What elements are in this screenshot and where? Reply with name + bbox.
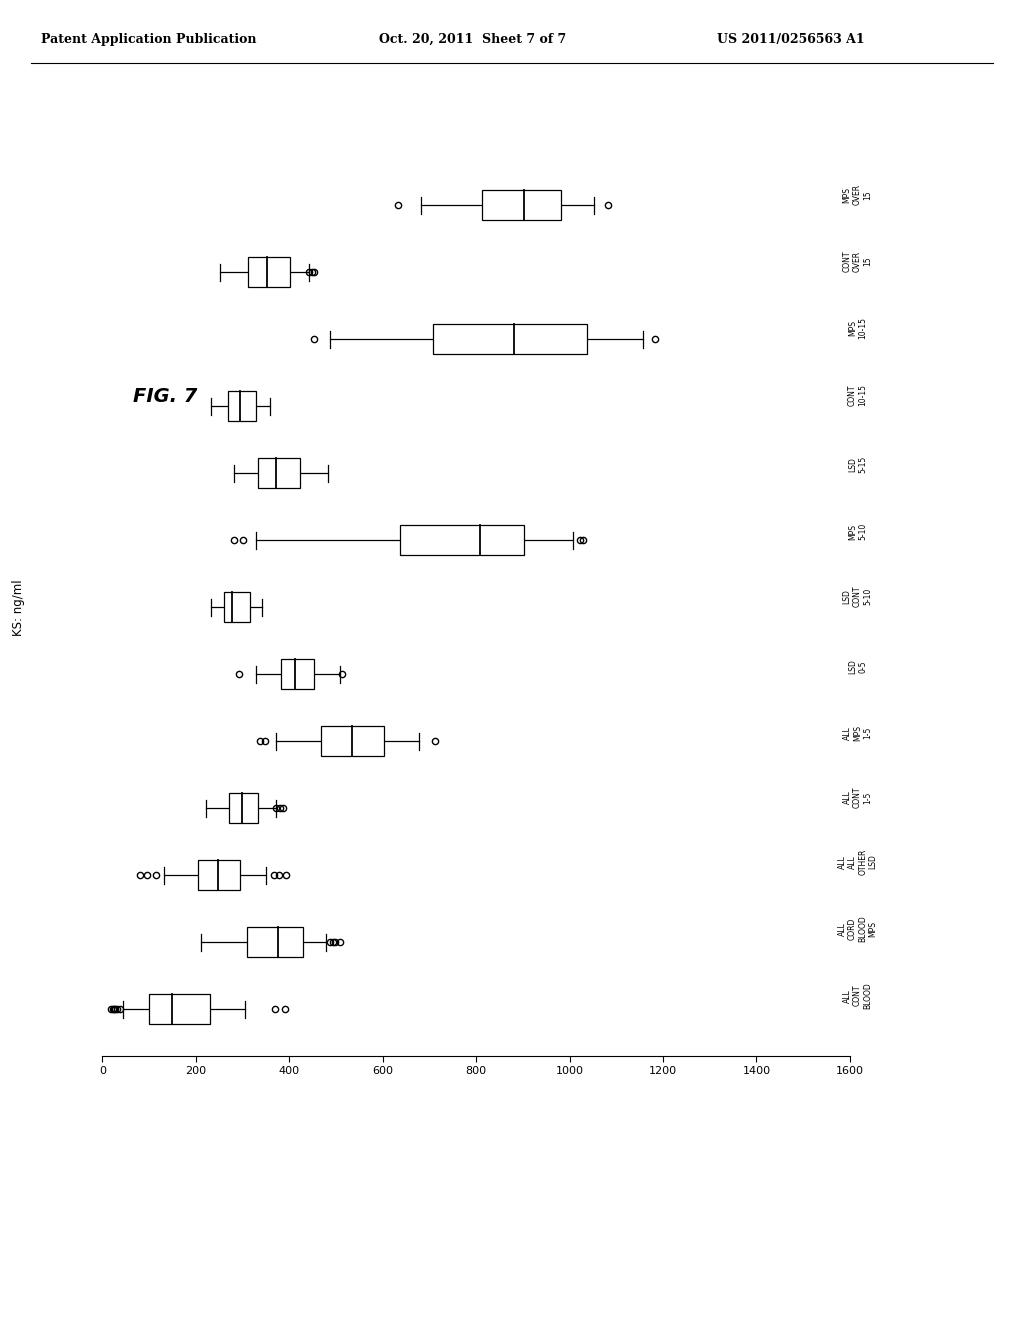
Bar	[257, 458, 300, 488]
Bar	[199, 861, 241, 890]
Bar	[481, 190, 561, 220]
Text: US 2011/0256563 A1: US 2011/0256563 A1	[717, 33, 864, 46]
Bar	[224, 593, 250, 622]
Bar	[150, 994, 210, 1024]
Bar	[433, 325, 588, 354]
Text: Oct. 20, 2011  Sheet 7 of 7: Oct. 20, 2011 Sheet 7 of 7	[379, 33, 566, 46]
Text: KS: ng/ml: KS: ng/ml	[12, 579, 25, 635]
Bar	[247, 927, 303, 957]
Bar	[227, 391, 256, 421]
Bar	[322, 726, 384, 756]
Text: Patent Application Publication: Patent Application Publication	[41, 33, 256, 46]
Bar	[248, 257, 290, 288]
Bar	[229, 793, 257, 824]
Bar	[400, 525, 524, 556]
Text: FIG. 7: FIG. 7	[133, 387, 198, 405]
Bar	[281, 659, 313, 689]
